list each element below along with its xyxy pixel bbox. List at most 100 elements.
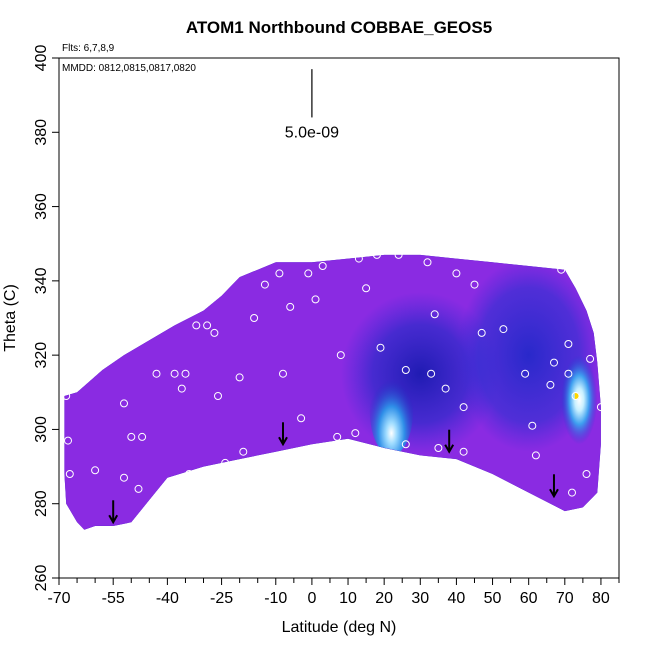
sample-point — [528, 421, 537, 430]
x-axis: -70 -55 -40 -25 -10 0 10 20 30 40 50 60 70 80 — [47, 578, 620, 607]
sample-point — [401, 366, 410, 374]
sample-point — [531, 451, 540, 460]
x-tick-label: 30 — [411, 590, 429, 607]
sample-point — [427, 369, 436, 378]
x-tick-label: -55 — [102, 590, 125, 607]
field-bright-arctic — [561, 355, 598, 445]
x-tick-label: 70 — [556, 590, 574, 607]
x-tick-label: -25 — [210, 590, 233, 607]
sample-point — [185, 470, 194, 478]
tropopause-arrow — [108, 500, 119, 525]
sample-point — [521, 369, 530, 378]
x-tick-label: 50 — [484, 590, 502, 607]
sample-point — [596, 403, 605, 412]
sample-point — [279, 369, 287, 378]
field-blue-plume-20N — [369, 366, 414, 456]
sample-point — [65, 470, 74, 478]
y-tick-label: 280 — [33, 490, 50, 517]
sample-point — [434, 444, 443, 452]
sample-point — [550, 358, 558, 367]
sample-point — [120, 473, 128, 482]
x-axis-label: Latitude (deg N) — [282, 619, 397, 636]
sample-point — [499, 325, 508, 334]
y-tick-label: 300 — [33, 416, 50, 443]
chart-title: ATOM1 Northbound COBBAE_GEOS5 — [186, 18, 492, 37]
sample-point — [430, 310, 439, 319]
sample-point — [401, 440, 410, 449]
y-tick-label: 260 — [33, 565, 50, 592]
sample-point — [452, 269, 461, 278]
sample-point — [333, 432, 342, 441]
sample-point — [170, 369, 179, 378]
sample-point — [127, 432, 136, 441]
y-tick-label: 400 — [33, 45, 50, 72]
field-max-spot — [574, 393, 579, 399]
sample-point — [210, 328, 219, 337]
sample-point — [214, 392, 222, 400]
dates-note: MMDD: 0812,0815,0817,0820 — [62, 63, 196, 74]
x-tick-label: 60 — [520, 590, 538, 607]
sample-point — [260, 280, 269, 289]
sample-point — [235, 373, 244, 382]
flights-note: Flts: 6,7,8,9 — [62, 43, 115, 54]
sample-point — [192, 321, 201, 330]
sample-point — [120, 399, 128, 408]
sample-point — [134, 484, 143, 493]
x-tick-label: 20 — [375, 590, 393, 607]
y-tick-label: 340 — [33, 267, 50, 294]
tropopause-arrow — [549, 474, 559, 499]
tropopause-arrow — [444, 429, 455, 454]
sample-point — [459, 447, 468, 456]
sample-point — [64, 436, 72, 445]
sample-point — [62, 392, 71, 400]
sample-point — [304, 269, 313, 278]
x-tick-label: -70 — [47, 590, 70, 607]
x-tick-label: 10 — [339, 590, 357, 607]
plot-area: 5.0e-09 — [62, 69, 605, 530]
sample-point — [564, 369, 573, 378]
x-tick-label: -10 — [264, 590, 287, 607]
sample-point — [557, 265, 566, 274]
sample-point — [546, 380, 555, 389]
x-tick-label: 0 — [307, 590, 316, 607]
scale-label: 5.0e-09 — [285, 124, 339, 141]
sample-point — [318, 262, 327, 270]
sample-point — [362, 284, 371, 293]
y-tick-label: 360 — [33, 193, 50, 220]
sample-point — [336, 351, 345, 360]
sample-point — [568, 488, 576, 497]
sample-point — [203, 321, 212, 330]
sample-point — [564, 340, 573, 348]
tropopause-arrow — [278, 422, 288, 447]
sample-point — [423, 258, 432, 267]
sample-point — [376, 343, 385, 352]
sample-point — [582, 470, 591, 478]
sample-point — [239, 447, 248, 456]
x-tick-label: 40 — [448, 590, 466, 607]
sample-point — [311, 295, 320, 304]
sample-point — [351, 429, 360, 438]
sample-point — [181, 369, 190, 378]
sample-point — [441, 384, 450, 393]
sample-point — [286, 302, 295, 311]
sample-point — [221, 458, 230, 467]
sample-point — [372, 250, 381, 259]
sample-point — [459, 403, 468, 412]
y-tick-label: 320 — [33, 342, 50, 369]
plot-frame — [58, 57, 620, 579]
sample-point — [250, 314, 259, 322]
x-tick-label: 80 — [592, 590, 610, 607]
sample-point — [138, 432, 147, 441]
sample-point — [477, 328, 486, 337]
sample-point — [586, 354, 595, 363]
sample-point — [152, 369, 161, 378]
sample-point — [571, 392, 580, 400]
sample-point — [394, 250, 403, 259]
sample-point — [297, 414, 306, 423]
y-tick-label: 380 — [33, 119, 50, 146]
y-axis: 260 280 300 320 340 360 380 400 — [33, 45, 59, 592]
sample-point — [354, 254, 363, 263]
sample-point — [91, 466, 100, 475]
sample-point — [470, 280, 479, 289]
